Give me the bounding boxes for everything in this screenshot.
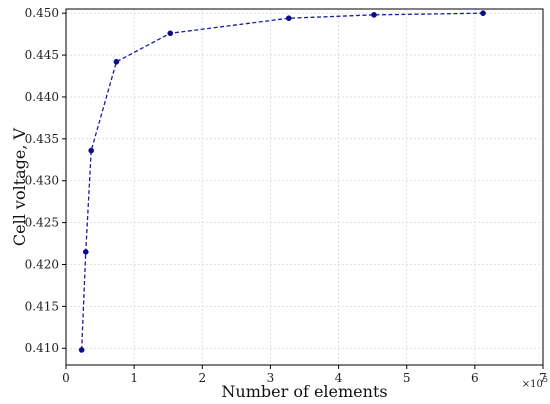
y-tick-label: 0.430 [25, 174, 59, 188]
x-axis-multiplier-exponent: 5 [543, 375, 548, 384]
x-axis-multiplier-base: ×10 [522, 379, 543, 390]
y-tick-label: 0.420 [25, 257, 59, 271]
y-tick-label: 0.440 [25, 90, 59, 104]
x-tick-label: 4 [335, 371, 343, 385]
data-point [167, 30, 174, 37]
data-point [88, 147, 95, 154]
y-tick-label: 0.425 [25, 216, 59, 230]
x-tick-label: 5 [403, 371, 411, 385]
y-tick-label: 0.450 [25, 6, 59, 20]
y-axis-tick-labels: 0.410 0.415 0.420 0.425 0.430 0.435 0.440 0.445… [25, 6, 59, 355]
x-tick-label: 3 [267, 371, 275, 385]
x-tick-label: 6 [471, 371, 479, 385]
series-points [78, 10, 486, 353]
data-point [480, 10, 486, 17]
y-tick-label: 0.415 [25, 299, 59, 313]
y-axis-title: Cell voltage, V [10, 127, 29, 246]
data-point [113, 58, 120, 65]
data-point [285, 15, 292, 22]
x-axis-tick-labels: 0 1 2 3 4 5 6 7 [62, 371, 547, 385]
y-tick-label: 0.410 [25, 341, 59, 355]
grid-lines [65, 9, 544, 365]
x-axis-multiplier: ×105 [522, 375, 548, 390]
data-point [78, 347, 85, 353]
y-tick-label: 0.435 [25, 132, 59, 146]
x-tick-label: 7 [539, 371, 547, 385]
x-tick-label: 2 [198, 371, 206, 385]
plot-frame [65, 8, 544, 366]
x-axis-title: Number of elements [221, 382, 387, 401]
series-line [81, 12, 484, 350]
x-tick-label: 1 [130, 371, 138, 385]
axis-ticks [62, 12, 544, 369]
data-point [82, 249, 89, 255]
y-tick-label: 0.445 [25, 48, 59, 62]
data-point [371, 12, 377, 18]
x-tick-label: 0 [62, 371, 70, 385]
